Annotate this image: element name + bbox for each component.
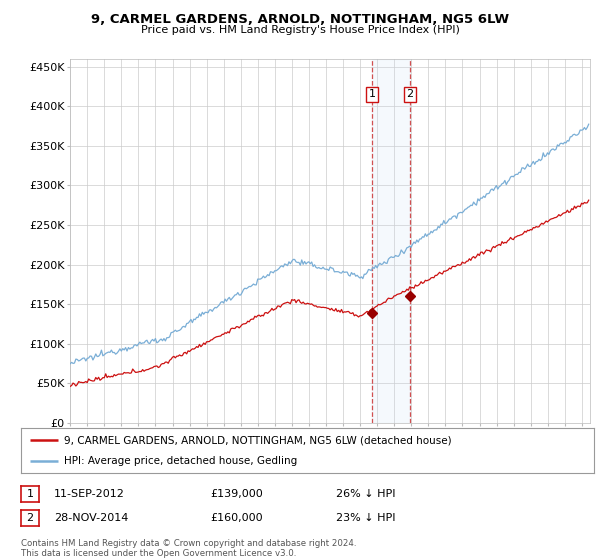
Text: 2: 2 — [406, 90, 413, 100]
Text: 1: 1 — [26, 489, 34, 499]
Text: Contains HM Land Registry data © Crown copyright and database right 2024.
This d: Contains HM Land Registry data © Crown c… — [21, 539, 356, 558]
Text: £139,000: £139,000 — [210, 489, 263, 499]
Text: £160,000: £160,000 — [210, 513, 263, 523]
Text: 1: 1 — [368, 90, 376, 100]
Text: 23% ↓ HPI: 23% ↓ HPI — [336, 513, 395, 523]
Text: 9, CARMEL GARDENS, ARNOLD, NOTTINGHAM, NG5 6LW (detached house): 9, CARMEL GARDENS, ARNOLD, NOTTINGHAM, N… — [64, 436, 452, 446]
Text: Price paid vs. HM Land Registry's House Price Index (HPI): Price paid vs. HM Land Registry's House … — [140, 25, 460, 35]
Text: 28-NOV-2014: 28-NOV-2014 — [54, 513, 128, 523]
Text: 11-SEP-2012: 11-SEP-2012 — [54, 489, 125, 499]
Bar — [372, 59, 410, 423]
Text: 2: 2 — [26, 513, 34, 523]
Text: 9, CARMEL GARDENS, ARNOLD, NOTTINGHAM, NG5 6LW: 9, CARMEL GARDENS, ARNOLD, NOTTINGHAM, N… — [91, 13, 509, 26]
Text: 26% ↓ HPI: 26% ↓ HPI — [336, 489, 395, 499]
Text: HPI: Average price, detached house, Gedling: HPI: Average price, detached house, Gedl… — [64, 456, 297, 466]
